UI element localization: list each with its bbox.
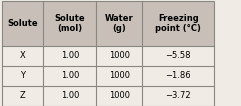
Bar [2, 1, 214, 106]
Text: Y: Y [20, 71, 25, 80]
Bar [2, 1, 214, 46]
Text: Water
(g): Water (g) [105, 14, 134, 33]
Text: −1.86: −1.86 [166, 71, 191, 80]
Bar [2, 66, 214, 86]
Text: 1000: 1000 [109, 91, 130, 100]
Text: 1.00: 1.00 [61, 51, 79, 60]
Text: −3.72: −3.72 [166, 91, 191, 100]
Text: Solute
(mol): Solute (mol) [54, 14, 85, 33]
Text: 1000: 1000 [109, 71, 130, 80]
Bar [2, 46, 214, 66]
Text: X: X [20, 51, 26, 60]
Text: −5.58: −5.58 [166, 51, 191, 60]
Text: Solute: Solute [7, 19, 38, 28]
Text: Z: Z [20, 91, 26, 100]
Text: 1.00: 1.00 [61, 91, 79, 100]
Text: Freezing
point (°C): Freezing point (°C) [155, 14, 201, 33]
Text: 1000: 1000 [109, 51, 130, 60]
Bar [2, 86, 214, 106]
Text: 1.00: 1.00 [61, 71, 79, 80]
